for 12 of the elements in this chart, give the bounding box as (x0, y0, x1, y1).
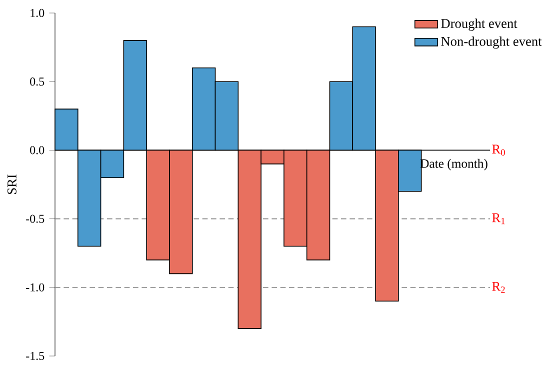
legend-label: Non-drought event (441, 36, 542, 49)
y-tick-label: 0.5 (30, 78, 44, 86)
y-tick-label: 0.0 (30, 146, 44, 154)
y-tick-label: 1.0 (30, 8, 44, 18)
legend-label: Drought event (441, 18, 518, 31)
y-tick-label: -1.0 (26, 283, 44, 292)
ref-line-label: R$_{1}$ (492, 213, 505, 224)
ref-line-label: R$_{0}$ (492, 144, 505, 156)
y-axis-title: SRI (7, 174, 16, 194)
ref-line-label: R$_{2}$ (492, 282, 505, 293)
y-tick-label: -1.5 (26, 352, 44, 360)
y-tick-label: -0.5 (26, 214, 44, 223)
